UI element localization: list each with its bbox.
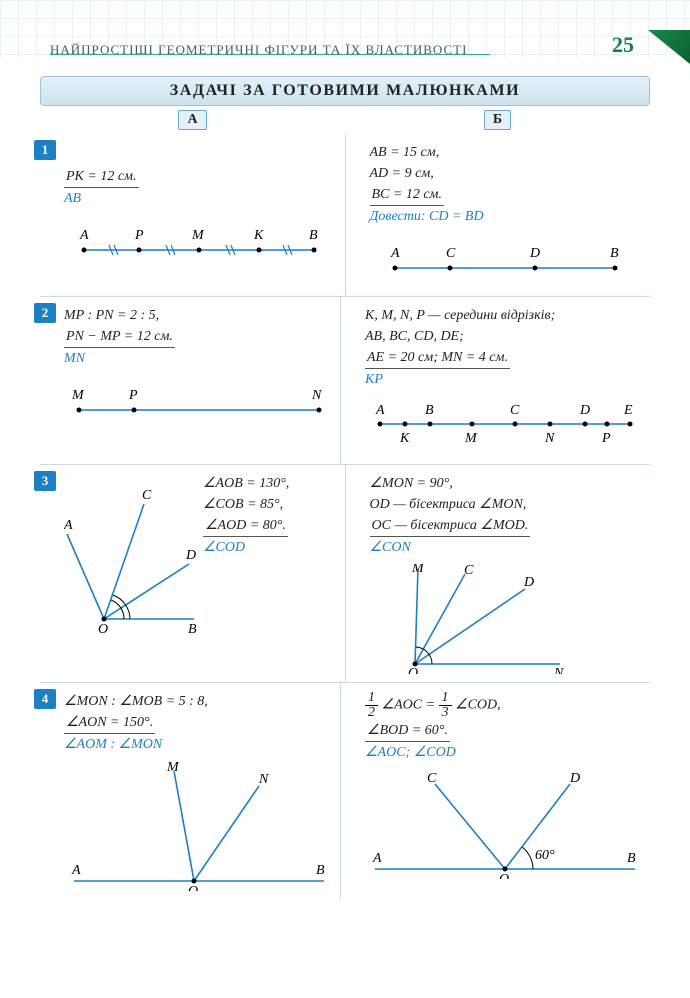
problem-number: 2 — [34, 303, 56, 323]
svg-text:M: M — [191, 228, 205, 243]
svg-text:D: D — [569, 771, 580, 786]
svg-text:D: D — [523, 575, 534, 590]
problem-number: 1 — [34, 140, 56, 160]
svg-text:D: D — [579, 403, 590, 418]
svg-text:D: D — [185, 548, 196, 563]
svg-text:D: D — [529, 246, 540, 261]
problem-4a: ∠MON : ∠MOB = 5 : 8, ∠AON = 150°. ∠AOM :… — [40, 683, 341, 899]
svg-text:A: A — [375, 403, 385, 418]
svg-text:B: B — [627, 851, 636, 866]
corner-decoration — [648, 30, 690, 64]
svg-text:O: O — [408, 666, 418, 674]
diagram-1a: APMKB — [64, 215, 334, 270]
svg-text:B: B — [309, 228, 318, 243]
svg-text:A: A — [390, 246, 400, 261]
svg-text:C: C — [464, 564, 474, 578]
problem-number: 4 — [34, 689, 56, 709]
svg-text:C: C — [427, 771, 437, 786]
svg-text:P: P — [128, 388, 138, 403]
page-number: 25 — [612, 32, 634, 58]
svg-text:O: O — [188, 884, 198, 891]
svg-text:A: A — [79, 228, 89, 243]
svg-text:C: C — [446, 246, 456, 261]
diagram-2a: MPN — [64, 375, 334, 430]
svg-text:60°: 60° — [535, 848, 555, 863]
problem-4b: 12 ∠AOC = 13 ∠COD, ∠BOD = 60°. ∠AOC; ∠CO… — [341, 683, 651, 899]
column-b-badge: Б — [484, 110, 511, 130]
problem-3a: OB DCA ∠AOB = 130°, ∠COB = 85°, ∠AOD = 8… — [40, 465, 346, 682]
svg-text:M: M — [411, 564, 425, 576]
column-a-badge: А — [178, 110, 206, 130]
diagram-4a: A O B M N — [64, 761, 334, 891]
svg-text:O: O — [499, 872, 509, 879]
svg-text:N: N — [258, 772, 269, 787]
diagram-1b: ACDB — [370, 233, 640, 288]
problem-3b: ∠MON = 90°, OD — бісектриса ∠MON, OC — б… — [346, 465, 651, 682]
svg-text:C: C — [510, 403, 520, 418]
svg-text:E: E — [623, 403, 633, 418]
svg-text:M: M — [464, 431, 478, 446]
svg-text:P: P — [601, 431, 611, 446]
svg-text:B: B — [316, 863, 325, 878]
diagram-3b: O N M C D — [370, 564, 570, 674]
svg-text:K: K — [253, 228, 264, 243]
svg-text:O: O — [98, 622, 108, 634]
problem-1b: AB = 15 см, AD = 9 см, BC = 12 см. Довес… — [346, 134, 651, 296]
diagram-2b: A B C D E K M N P — [365, 396, 645, 456]
diagram-3a: O B D C A — [64, 469, 199, 634]
section-title: ЗАДАЧІ ЗА ГОТОВИМИ МАЛЮНКАМИ — [40, 76, 650, 106]
svg-text:A: A — [372, 851, 382, 866]
svg-text:M: M — [166, 761, 180, 775]
svg-text:N: N — [544, 431, 555, 446]
diagram-4b: 60° A O B C D — [365, 769, 645, 879]
svg-text:N: N — [553, 666, 564, 674]
chapter-title: НАЙПРОСТІШІ ГЕОМЕТРИЧНІ ФІГУРИ ТА ЇХ ВЛА… — [50, 42, 467, 58]
problem-2a: MP : PN = 2 : 5, PN − MP = 12 см. MN MPN — [40, 297, 341, 464]
svg-text:A: A — [64, 518, 73, 533]
svg-text:B: B — [610, 246, 619, 261]
problem-1a: PK = 12 см. AB APMKB — [40, 134, 346, 296]
svg-text:K: K — [399, 431, 410, 446]
problem-2b: K, M, N, P — середини відрізків; AB, BC,… — [341, 297, 651, 464]
svg-text:B: B — [188, 622, 197, 634]
svg-text:M: M — [71, 388, 85, 403]
svg-text:P: P — [134, 228, 144, 243]
svg-text:B: B — [425, 403, 434, 418]
problem-number: 3 — [34, 471, 56, 491]
svg-text:A: A — [71, 863, 81, 878]
svg-text:N: N — [311, 388, 322, 403]
svg-text:C: C — [142, 488, 152, 503]
